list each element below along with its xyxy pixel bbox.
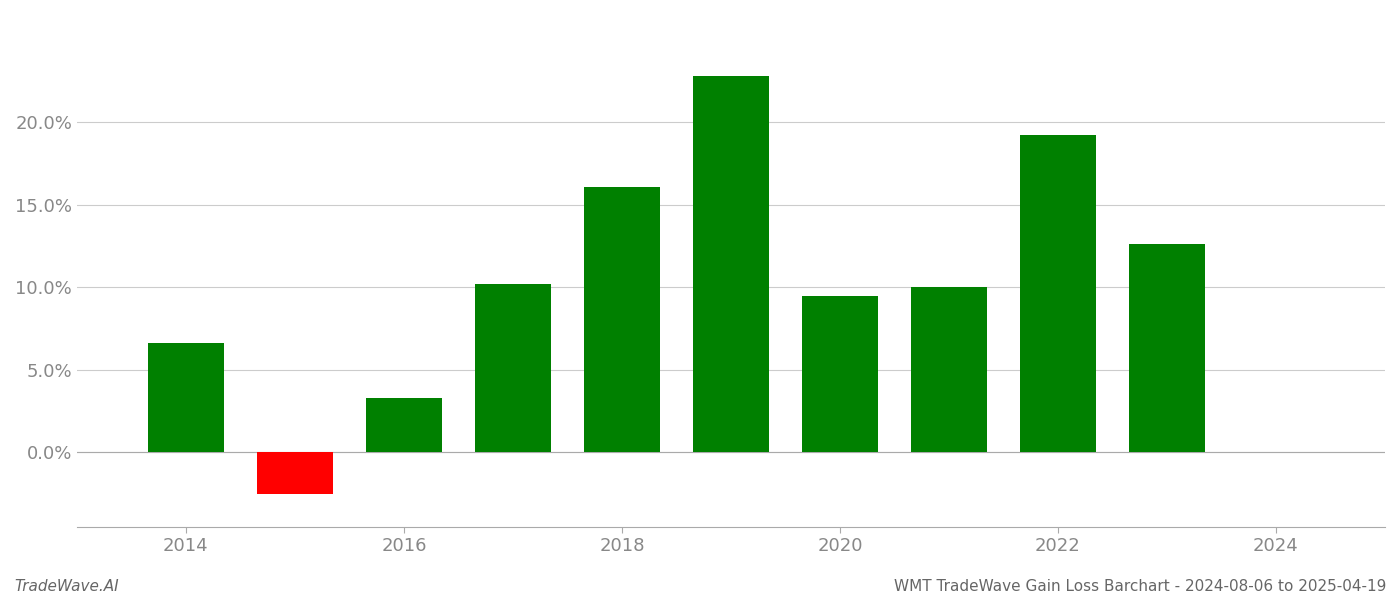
Bar bbox=[365, 398, 442, 452]
Text: TradeWave.AI: TradeWave.AI bbox=[14, 579, 119, 594]
Text: WMT TradeWave Gain Loss Barchart - 2024-08-06 to 2025-04-19: WMT TradeWave Gain Loss Barchart - 2024-… bbox=[893, 579, 1386, 594]
Bar bbox=[911, 287, 987, 452]
Bar bbox=[1019, 136, 1096, 452]
Bar bbox=[148, 343, 224, 452]
Bar bbox=[475, 284, 552, 452]
Bar bbox=[1128, 244, 1205, 452]
Bar bbox=[256, 452, 333, 494]
Bar bbox=[584, 187, 659, 452]
Bar bbox=[693, 76, 769, 452]
Bar bbox=[802, 296, 878, 452]
